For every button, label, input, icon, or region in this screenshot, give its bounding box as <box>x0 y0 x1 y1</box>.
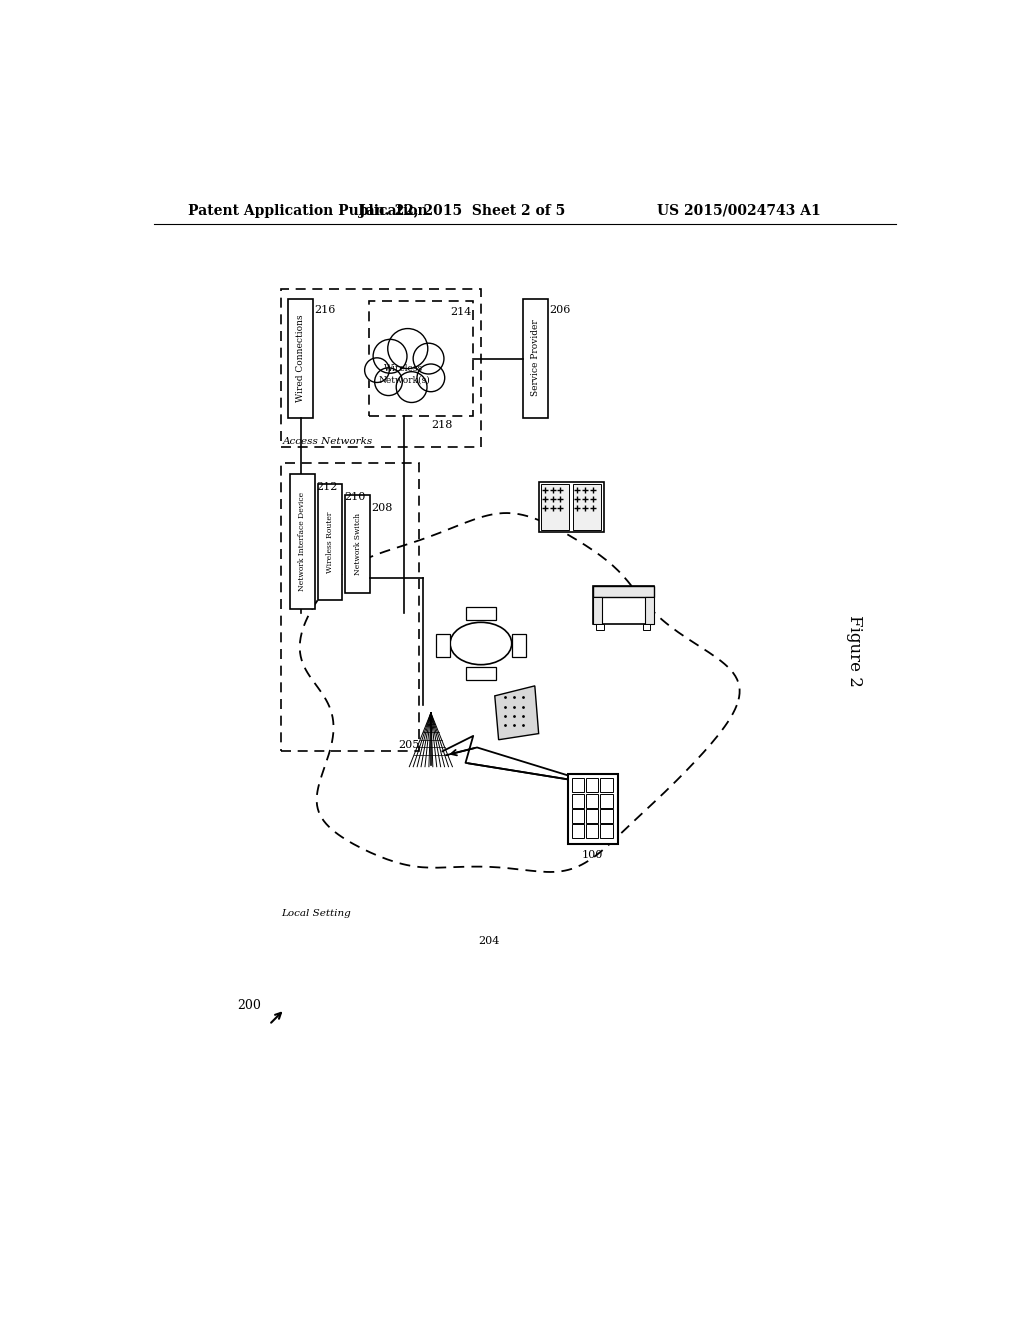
Text: Patent Application Publication: Patent Application Publication <box>188 203 428 218</box>
Text: 218: 218 <box>431 420 453 430</box>
Text: 212: 212 <box>316 482 338 492</box>
Bar <box>593 597 602 624</box>
Text: 216: 216 <box>314 305 336 314</box>
Circle shape <box>417 364 444 392</box>
Bar <box>281 289 481 447</box>
Text: 208: 208 <box>372 503 393 512</box>
Bar <box>600 779 612 792</box>
Bar <box>596 624 604 631</box>
Text: 210: 210 <box>344 492 366 502</box>
Text: Wireless
Network(s): Wireless Network(s) <box>378 364 430 384</box>
Bar <box>317 484 342 599</box>
Text: Jan. 22, 2015  Sheet 2 of 5: Jan. 22, 2015 Sheet 2 of 5 <box>358 203 565 218</box>
Circle shape <box>396 372 427 403</box>
Text: Service Provider: Service Provider <box>531 319 540 396</box>
Bar <box>586 809 598 822</box>
Bar <box>572 484 601 529</box>
Circle shape <box>365 358 389 383</box>
Bar <box>370 301 473 416</box>
Bar <box>586 793 598 808</box>
Text: Wired Connections: Wired Connections <box>296 314 305 401</box>
Text: 205: 205 <box>398 739 419 750</box>
Bar <box>593 586 654 624</box>
Text: 206: 206 <box>550 305 570 314</box>
Bar <box>571 825 585 838</box>
Bar <box>571 793 585 808</box>
Bar <box>281 462 419 751</box>
Bar <box>289 298 313 418</box>
Bar <box>436 635 451 657</box>
Text: 200: 200 <box>238 999 261 1012</box>
Bar <box>571 779 585 792</box>
Bar <box>643 624 650 631</box>
Text: Wireless Router: Wireless Router <box>326 511 334 573</box>
Bar <box>290 474 314 609</box>
Circle shape <box>375 368 402 396</box>
Bar <box>571 809 585 822</box>
Bar <box>345 495 370 594</box>
Bar <box>645 597 654 624</box>
Circle shape <box>413 343 444 374</box>
Polygon shape <box>495 686 539 739</box>
Bar <box>600 825 612 838</box>
Bar <box>586 825 598 838</box>
Bar <box>568 775 617 843</box>
Bar <box>586 779 598 792</box>
Text: 100: 100 <box>582 850 603 859</box>
Bar <box>523 298 548 418</box>
Text: 214: 214 <box>451 308 472 317</box>
Text: Access Networks: Access Networks <box>283 437 374 446</box>
Text: Network Interface Device: Network Interface Device <box>298 491 306 590</box>
Circle shape <box>373 339 407 374</box>
Bar <box>600 793 612 808</box>
Circle shape <box>388 329 428 368</box>
Bar <box>541 484 569 529</box>
Bar <box>539 482 604 532</box>
Bar <box>512 635 525 657</box>
Text: Figure 2: Figure 2 <box>846 615 863 688</box>
Text: US 2015/0024743 A1: US 2015/0024743 A1 <box>657 203 820 218</box>
Bar <box>466 607 497 620</box>
Text: Network Switch: Network Switch <box>353 513 361 576</box>
Text: Local Setting: Local Setting <box>281 909 350 919</box>
Bar <box>600 809 612 822</box>
Bar <box>593 586 654 598</box>
Text: 204: 204 <box>478 936 500 946</box>
Bar <box>466 667 497 681</box>
